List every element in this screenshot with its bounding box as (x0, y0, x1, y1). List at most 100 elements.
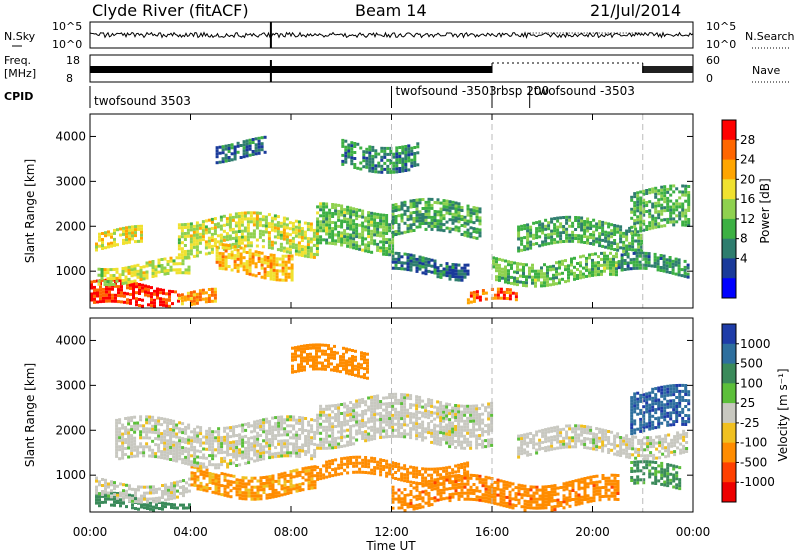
echo-cell (415, 407, 419, 411)
echo-cell (585, 259, 588, 263)
colorbar-swatch (722, 139, 736, 161)
echo-cell (272, 274, 276, 278)
echo-cell (529, 243, 533, 247)
echo-cell (355, 232, 359, 236)
echo-cell (508, 297, 512, 301)
echo-cell (239, 258, 243, 262)
echo-cell (460, 443, 464, 447)
echo-cell (304, 438, 308, 441)
echo-cell (355, 223, 359, 227)
echo-cell (570, 263, 573, 267)
echo-cell (328, 235, 332, 239)
echo-cell (281, 269, 285, 273)
echo-cell (529, 231, 533, 235)
echo-cell (403, 417, 407, 421)
echo-cell (592, 233, 596, 237)
echo-cell (628, 229, 632, 233)
echo-cell (672, 205, 676, 209)
echo-cell (260, 142, 264, 146)
echo-cell (358, 235, 362, 239)
echo-cell (615, 252, 618, 256)
echo-cell (406, 393, 410, 397)
echo-cell (270, 222, 274, 226)
echo-cell (243, 235, 247, 239)
echo-cell (122, 498, 125, 502)
echo-cell (344, 151, 348, 155)
echo-cell (126, 292, 129, 296)
echo-cell (445, 432, 449, 436)
echo-cell (666, 217, 670, 221)
echo-cell (106, 283, 110, 287)
echo-cell (353, 163, 357, 166)
echo-cell (186, 252, 190, 256)
echo-cell (274, 428, 278, 432)
echo-cell (242, 155, 246, 159)
echo-cell (310, 480, 314, 484)
echo-cell (344, 154, 348, 158)
echo-cell (350, 147, 354, 151)
echo-cell (517, 237, 521, 241)
echo-cell (625, 232, 629, 236)
echo-cell (271, 440, 275, 444)
echo-cell (119, 494, 122, 498)
echo-cell (687, 221, 691, 224)
echo-cell (148, 427, 152, 431)
echo-cell (529, 240, 533, 244)
echo-cell (573, 277, 576, 281)
echo-cell (349, 206, 353, 210)
echo-cell (149, 485, 152, 489)
echo-cell (610, 247, 614, 251)
echo-cell (284, 263, 288, 267)
echo-cell (395, 164, 399, 168)
echo-cell (145, 442, 149, 446)
echo-cell (254, 152, 258, 156)
echo-cell (229, 453, 233, 457)
echo-cell (648, 188, 652, 192)
echo-cell (665, 258, 669, 262)
echo-cell (217, 436, 221, 440)
echo-cell (138, 283, 141, 286)
echo-cell (385, 420, 389, 424)
echo-cell (619, 234, 623, 238)
echo-cell (131, 494, 134, 498)
echo-cell (122, 501, 125, 505)
echo-cell (331, 242, 335, 245)
echo-cell (149, 507, 152, 511)
echo-cell (165, 292, 168, 296)
echo-cell (131, 499, 134, 503)
echo-cell (198, 226, 202, 230)
echo-cell (155, 499, 158, 503)
echo-cell (421, 414, 425, 418)
echo-cell (454, 207, 458, 211)
colorbar-tick-label: 12 (740, 212, 755, 226)
cpid-label: CPID (4, 90, 33, 103)
echo-cell (508, 291, 512, 295)
echo-cell (343, 402, 347, 406)
echo-cell (176, 483, 179, 487)
echo-cell (310, 477, 314, 481)
echo-cell (134, 507, 137, 510)
echo-cell (220, 442, 224, 446)
echo-cell (413, 146, 417, 149)
echo-cell (235, 443, 239, 446)
echo-cell (394, 428, 398, 432)
echo-cell (117, 288, 120, 292)
echo-cell (382, 222, 386, 226)
echo-cell (412, 257, 416, 261)
echo-cell (501, 273, 504, 277)
echo-cell (283, 439, 287, 443)
echo-cell (630, 225, 634, 229)
echo-cell (189, 243, 193, 247)
echo-cell (240, 220, 244, 224)
echo-cell (265, 481, 269, 485)
echo-cell (229, 483, 233, 487)
nsky-panel (89, 21, 694, 49)
echo-cell (370, 235, 374, 239)
echo-cell (400, 267, 404, 271)
echo-cell (161, 493, 164, 496)
echo-cell (255, 217, 259, 221)
echo-cell (392, 155, 396, 159)
echo-cell (337, 445, 341, 449)
echo-cell (269, 253, 273, 257)
